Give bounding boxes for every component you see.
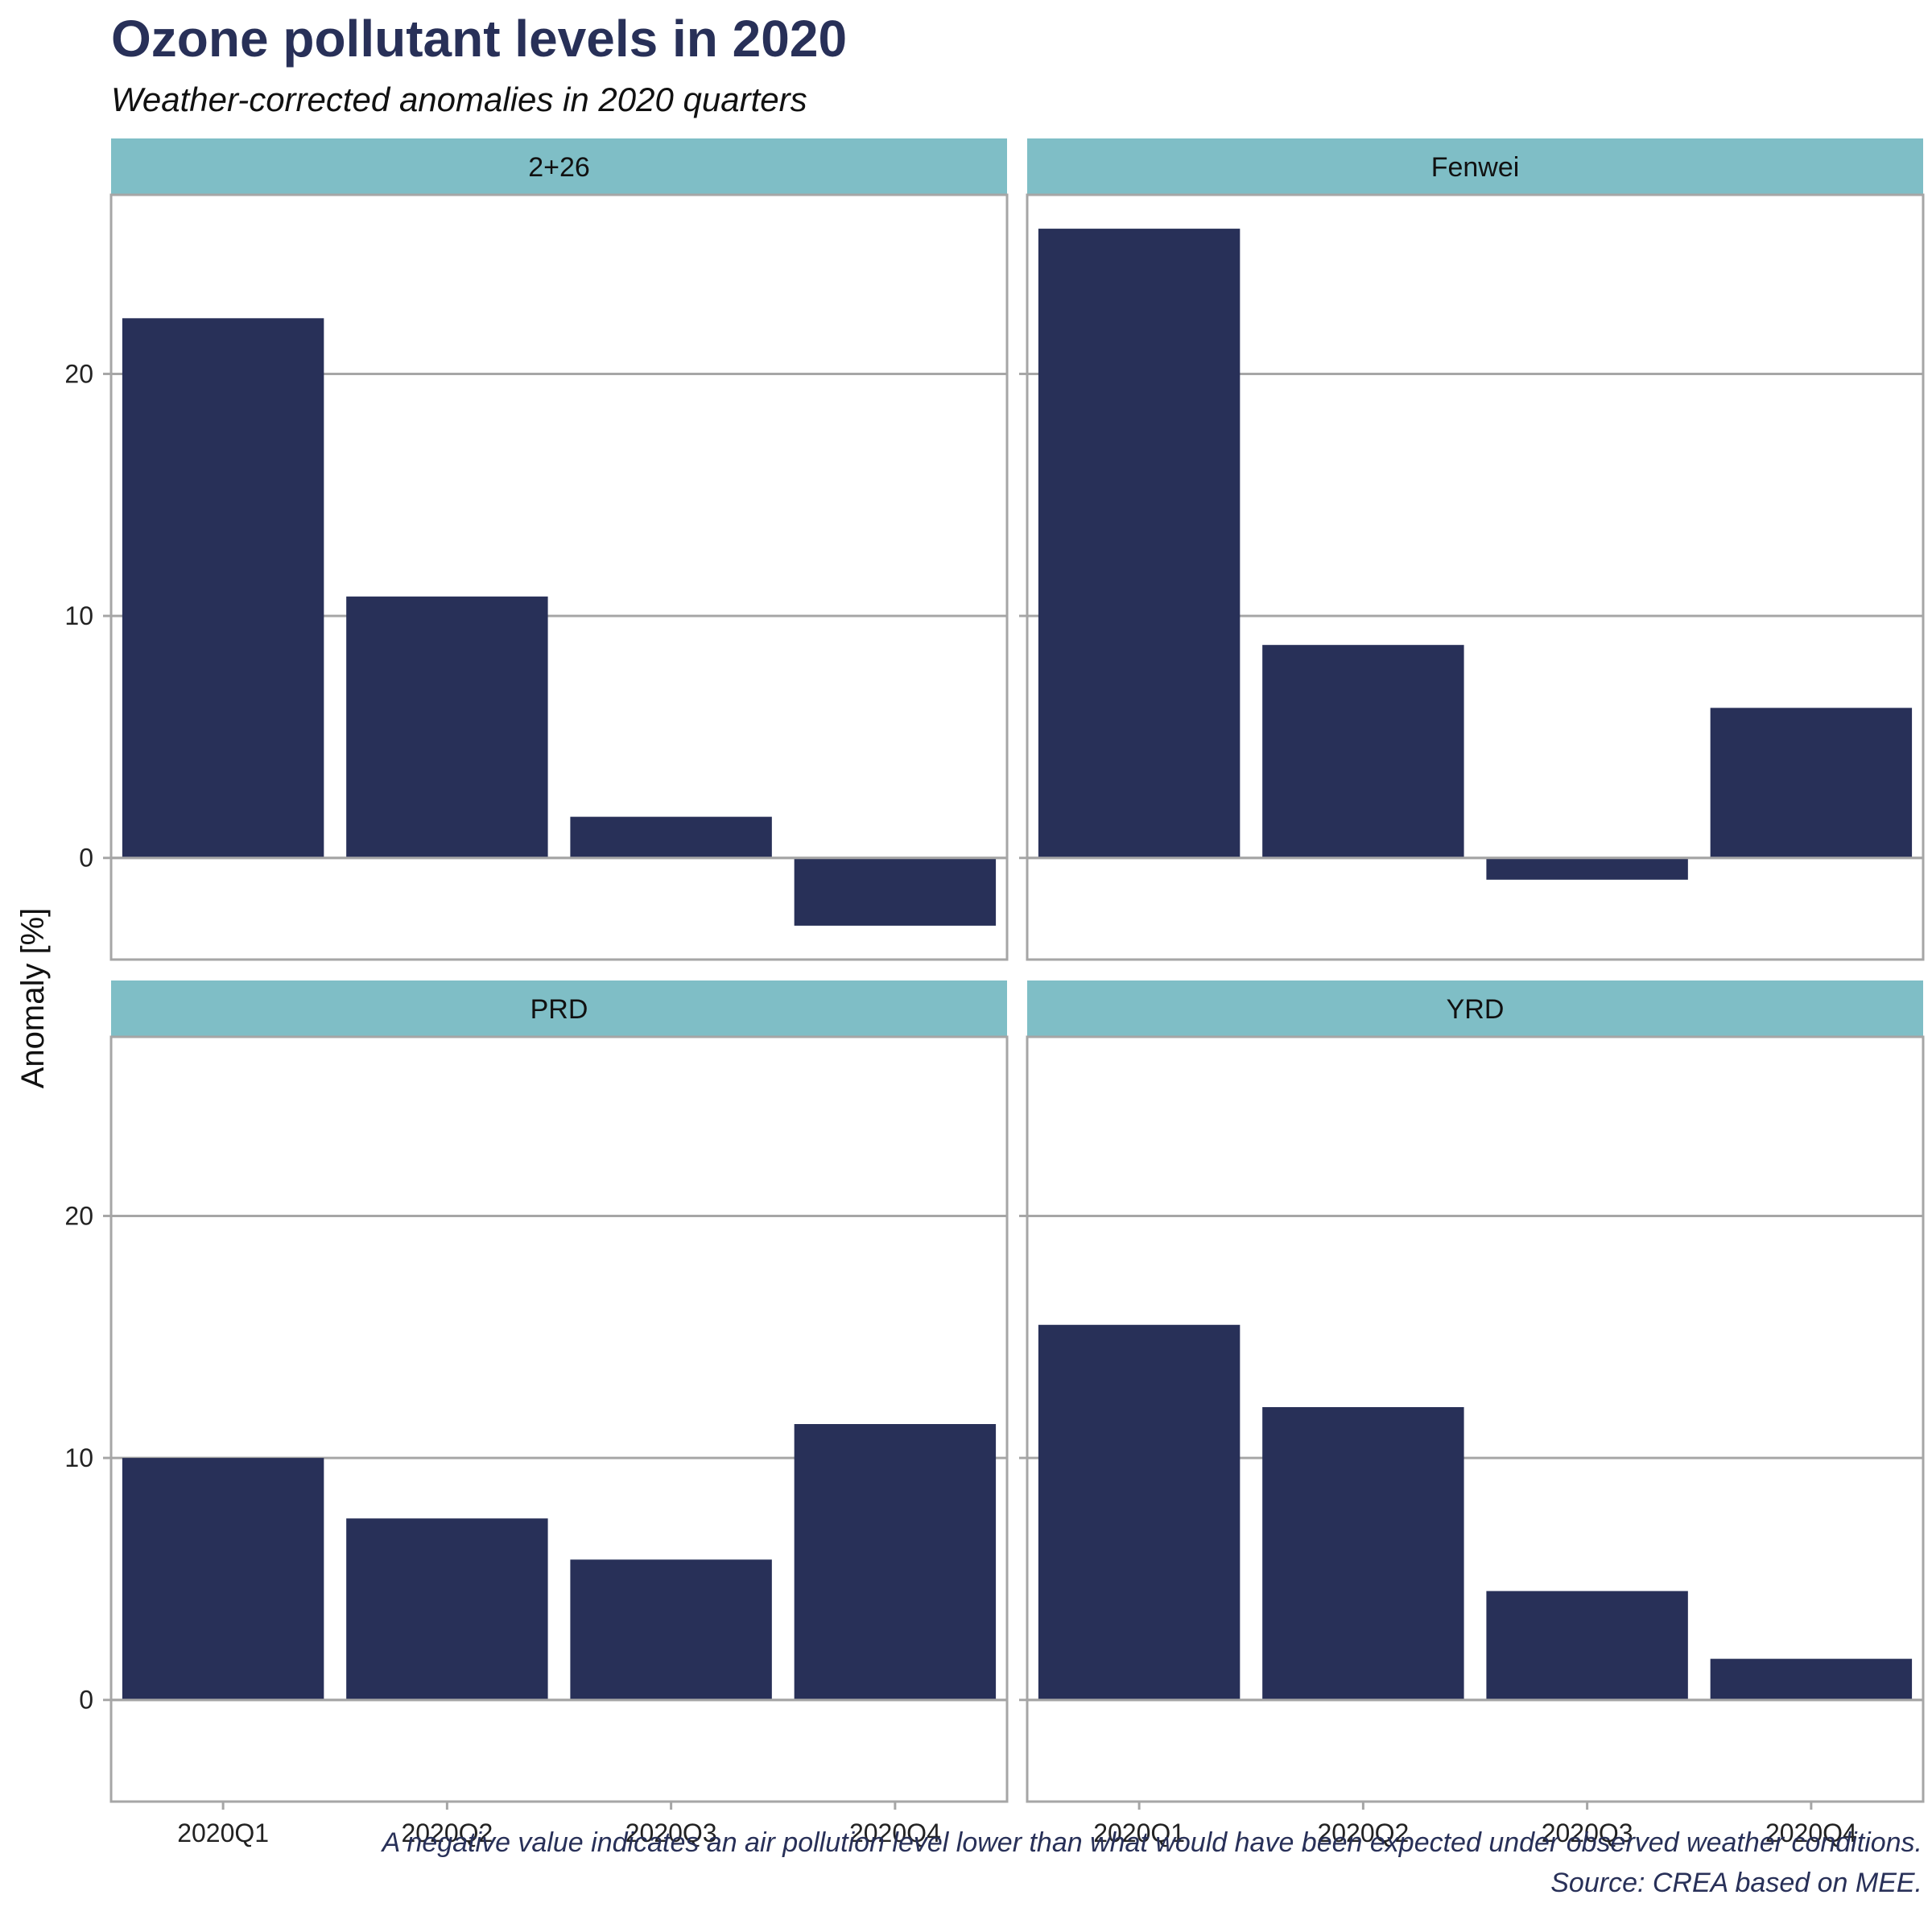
chart-title: Ozone pollutant levels in 2020 — [111, 10, 847, 68]
x-tick-label: 2020Q4 — [1765, 1818, 1857, 1847]
bar — [794, 1424, 997, 1700]
facet-panels: 2+26 0 10 20 Fenwei PRD 0 10 20 2020Q1 2020Q2 2020Q… — [64, 138, 1925, 1847]
facet-panel: PRD 0 10 20 2020Q1 2020Q2 2020Q3 2020Q4 — [64, 980, 1009, 1847]
facet-strip-label: Fenwei — [1431, 152, 1520, 183]
bar — [1710, 1658, 1913, 1700]
facet-strip-label: YRD — [1447, 994, 1505, 1025]
facet-strip-label: 2+26 — [528, 152, 590, 183]
bar — [1486, 1591, 1688, 1700]
bar — [1038, 229, 1241, 858]
x-tick-label: 2020Q3 — [625, 1818, 717, 1847]
facet-strip — [111, 980, 1007, 1037]
bar — [122, 318, 324, 858]
y-tick-label: 10 — [64, 1443, 93, 1472]
facet-strip — [111, 138, 1007, 195]
facet-strip — [1027, 980, 1923, 1037]
x-tick-label: 2020Q1 — [1093, 1818, 1185, 1847]
facet-panel: YRD 2020Q1 2020Q2 2020Q3 2020Q4 — [1019, 980, 1925, 1847]
panel-border — [1026, 193, 1925, 961]
panel-border — [109, 193, 1009, 961]
bar — [1262, 645, 1464, 858]
x-tick-label: 2020Q2 — [1317, 1818, 1409, 1847]
bar — [346, 597, 548, 858]
bar — [570, 816, 772, 858]
caption-note: A negative value indicates an air pollut… — [381, 1827, 1922, 1858]
facet-panel: 2+26 0 10 20 — [64, 138, 1009, 961]
y-tick-label: 0 — [79, 1686, 93, 1715]
x-tick-label: 2020Q1 — [177, 1818, 269, 1847]
facet-strip-label: PRD — [530, 994, 588, 1025]
bar — [1262, 1406, 1464, 1700]
y-tick-label: 20 — [64, 1201, 93, 1230]
y-tick-label: 20 — [64, 359, 93, 388]
y-tick-label: 0 — [79, 844, 93, 873]
x-tick-label: 2020Q2 — [401, 1818, 493, 1847]
facet-panel: Fenwei — [1019, 138, 1925, 961]
chart-subtitle: Weather-corrected anomalies in 2020 quar… — [111, 80, 807, 118]
panel-border — [1026, 1035, 1925, 1803]
panel-border — [109, 1035, 1009, 1803]
caption-source: Source: CREA based on MEE. — [1550, 1868, 1922, 1898]
facet-strip — [1027, 138, 1923, 195]
y-tick-label: 10 — [64, 601, 93, 630]
bar — [122, 1458, 324, 1700]
bar — [570, 1559, 772, 1700]
y-axis-label: Anomaly [%] — [15, 908, 51, 1089]
x-tick-label: 2020Q4 — [849, 1818, 941, 1847]
bar — [1486, 857, 1688, 880]
x-tick-label: 2020Q3 — [1542, 1818, 1633, 1847]
bar — [794, 857, 997, 926]
bar — [346, 1518, 548, 1700]
bar — [1038, 1324, 1241, 1700]
bar — [1710, 708, 1913, 858]
